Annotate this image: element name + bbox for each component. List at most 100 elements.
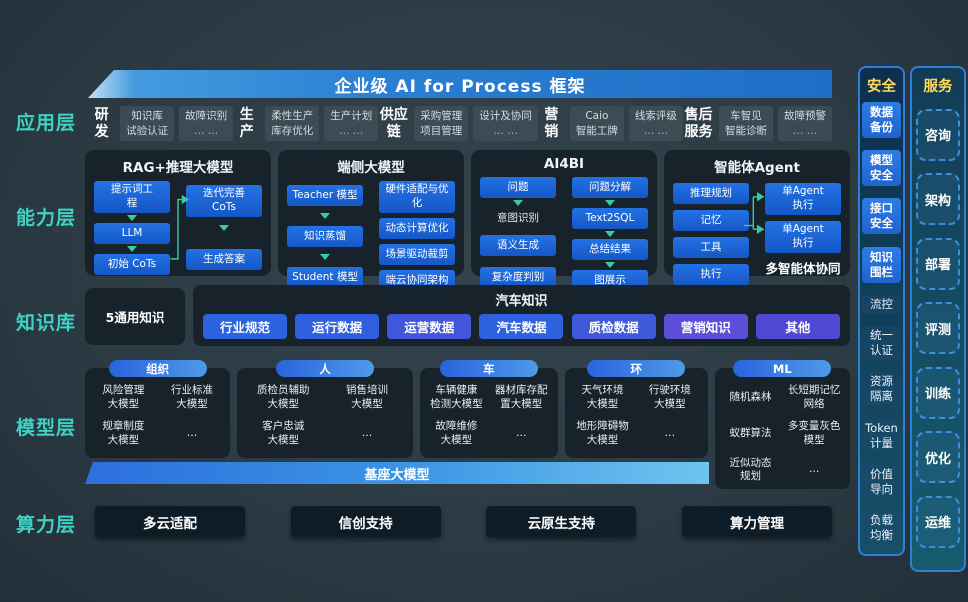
- agent-module-box: 工具: [673, 237, 749, 258]
- model-item: 多变量灰色 模型: [787, 420, 841, 446]
- flow-arrow-icon: [219, 225, 229, 231]
- compute-box: 多云适配: [95, 506, 245, 537]
- flow-arrow-icon: [320, 254, 330, 260]
- app-item-line: … …: [792, 124, 818, 137]
- model-item: 车辆健康 检测大模型: [430, 384, 483, 410]
- model-item: 随机森林: [729, 390, 772, 403]
- flow-arrow-icon: [605, 262, 615, 268]
- app-item-line: 知识库: [131, 109, 163, 122]
- knowledge-general-panel: 5通用知识: [85, 288, 185, 345]
- capability-layer: RAG+推理大模型 提示词工 程 LLM 初始 CoTs 迭代完善 CoTs 生…: [85, 150, 850, 291]
- flow-box: 问题分解: [572, 177, 648, 198]
- service-items: 咨询 架构 部署 评测 训练 优化 运维: [912, 96, 964, 560]
- model-item: 风险管理 大模型: [102, 384, 145, 410]
- app-item-line: 故障识别: [185, 109, 228, 122]
- model-column-ml: ML 随机森林 长短期记忆 网络 蚁群算法 多变量灰色 模型 近似动态 规划…: [714, 360, 850, 489]
- service-box: 训练: [916, 366, 960, 419]
- flow-arrow-icon: [605, 231, 615, 237]
- base-model-banner: 基座大模型: [85, 462, 709, 484]
- knowledge-pill-row: 行业规范 运行数据 运营数据 汽车数据 质检数据 营销知识 其他: [203, 314, 840, 339]
- flow-box: Text2SQL: [572, 208, 648, 229]
- app-item-line: 线索评级: [634, 109, 677, 122]
- app-item-box: 柔性生产 库存优化: [265, 105, 320, 142]
- app-item-box: 线索评级 … …: [628, 105, 683, 142]
- model-item: 长短期记忆 网络: [787, 384, 841, 410]
- knowledge-pill: 行业规范: [203, 314, 287, 339]
- app-item-box: 车智见 智能诊断: [719, 105, 773, 142]
- app-item-box: Caio 智能工牌: [569, 105, 624, 142]
- app-group-name: 供应链: [379, 107, 408, 140]
- app-item-line: 采购管理: [420, 109, 463, 122]
- layer-label-capability: 能力层: [16, 207, 77, 229]
- app-item-line: … …: [493, 124, 518, 137]
- app-item-line: … …: [339, 124, 364, 137]
- knowledge-pill: 营销知识: [663, 314, 748, 339]
- application-layer: 研发 知识库 试验认证 故障识别 … … 生产 柔性生产 库存优化 生产计划 ……: [88, 101, 832, 146]
- flow-box: Student 模型: [287, 267, 363, 288]
- flow-arrow-icon: [127, 246, 137, 252]
- compute-box: 信创支持: [290, 506, 441, 537]
- model-item: …: [186, 427, 198, 440]
- model-item: 蚁群算法: [729, 427, 772, 440]
- framework-title: 企业级 AI for Process 框架: [334, 76, 586, 97]
- flow-arrow-icon: [127, 215, 137, 221]
- app-item-line: 试验认证: [126, 124, 169, 137]
- service-box: 评测: [916, 302, 960, 354]
- flow-arrow-icon: [513, 200, 523, 206]
- app-item-line: 智能诊断: [725, 124, 767, 137]
- knowledge-general-label: 5通用知识: [105, 310, 165, 325]
- model-item: 客户忠诚 大模型: [262, 420, 305, 446]
- compute-box: 云原生支持: [486, 506, 637, 537]
- flow-arrow-icon: [605, 200, 615, 206]
- service-title: 服务: [923, 79, 953, 95]
- security-column: 安全 数据 备份 模型 安全 接口 安全 知识 围栏 流控 统一 认证 资源 隔离 Toke…: [858, 66, 905, 556]
- knowledge-pill: 运营数据: [387, 314, 472, 339]
- app-item-line: 项目管理: [420, 124, 463, 137]
- security-item: 流控: [862, 294, 901, 314]
- flow-box: 初始 CoTs: [94, 254, 170, 275]
- app-item-box: 故障预警 … …: [778, 105, 832, 142]
- model-item: 质检员辅助 大模型: [257, 384, 310, 410]
- model-pill: 车: [439, 360, 538, 377]
- app-item-box: 设计及协同 … …: [473, 105, 538, 142]
- model-item: …: [808, 463, 820, 476]
- model-item: …: [361, 427, 373, 440]
- app-item-line: 智能工牌: [575, 124, 618, 137]
- agent-exec-box: 单Agent 执行: [765, 183, 841, 215]
- panel-title: RAG+推理大模型: [122, 160, 234, 176]
- model-item: 行驶环境 大模型: [648, 384, 691, 410]
- app-item-line: 柔性生产: [271, 109, 314, 122]
- agent-module-box: 记忆: [673, 210, 749, 231]
- capability-panel-agent: 智能体Agent 推理规划 记忆 工具 执行 单Agent 执行 单Agent …: [664, 150, 850, 285]
- service-column: 服务 咨询 架构 部署 评测 训练 优化 运维: [910, 66, 966, 572]
- security-item: 价值 导向: [862, 464, 901, 499]
- service-box: 部署: [916, 237, 960, 290]
- security-pill: 接口 安全: [862, 198, 901, 235]
- flow-box: 迭代完善 CoTs: [186, 185, 262, 217]
- app-item-line: … …: [193, 124, 219, 137]
- model-item: 天气环境 大模型: [581, 384, 624, 410]
- flow-box: 总结结果: [572, 239, 648, 260]
- flow-box: 生成答案: [186, 249, 262, 270]
- agent-exec-box: 单Agent 执行: [765, 221, 841, 253]
- panel-title: AI4BI: [543, 156, 585, 172]
- flow-box: 语义生成: [480, 235, 556, 256]
- service-box: 运维: [916, 495, 960, 548]
- model-item: 故障维修 大模型: [435, 420, 478, 446]
- capability-panel-rag: RAG+推理大模型 提示词工 程 LLM 初始 CoTs 迭代完善 CoTs 生…: [85, 150, 271, 276]
- app-item-line: 库存优化: [271, 124, 314, 137]
- app-group-after-sales: 售后服务 车智见 智能诊断 故障预警 … …: [683, 105, 832, 142]
- knowledge-domain-panel: 汽车知识 行业规范 运行数据 运营数据 汽车数据 质检数据 营销知识 其他: [193, 285, 850, 346]
- model-item: …: [516, 427, 527, 440]
- security-item: 资源 隔离: [862, 372, 901, 407]
- model-column-vehicle: 车 车辆健康 检测大模型 器材库存配 置大模型 故障维修 大模型…: [419, 360, 558, 458]
- app-group-supply-chain: 供应链 采购管理 项目管理 设计及协同 … …: [378, 105, 538, 142]
- model-column-organization: 组织 风险管理 大模型 行业标准 大模型 规章制度 大模型…: [85, 360, 231, 458]
- model-layer: 组织 风险管理 大模型 行业标准 大模型 规章制度 大模型 … 人 质检员辅助 大模型…: [85, 360, 850, 489]
- app-group-rnd: 研发 知识库 试验认证 故障识别 … …: [88, 105, 234, 142]
- model-item: 近似动态 规划: [729, 456, 772, 483]
- flow-box: LLM: [94, 223, 170, 244]
- layer-label-model: 模型层: [16, 417, 77, 439]
- layer-label-application: 应用层: [16, 112, 77, 134]
- security-pill: 模型 安全: [862, 150, 901, 187]
